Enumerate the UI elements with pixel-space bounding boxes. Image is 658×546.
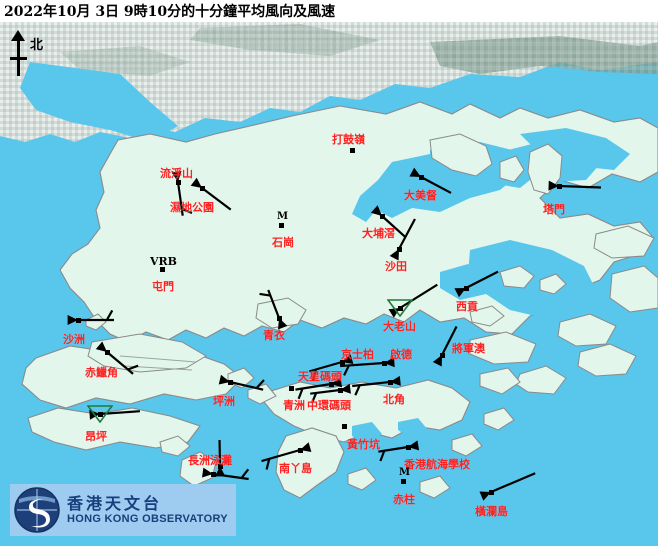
logo-chinese-text: 香港天文台 [67, 493, 163, 513]
station-label: 北角 [383, 393, 405, 406]
station-marker[interactable] [380, 214, 385, 219]
station-label: 長洲泳灘 [188, 454, 232, 467]
station-label: 西貢 [456, 300, 478, 313]
wind-barb [352, 375, 401, 396]
north-label: 北 [30, 38, 44, 53]
station-marker[interactable] [76, 318, 81, 323]
station-label: 京士柏 [341, 348, 374, 361]
station-label: 打鼓嶺 [332, 133, 365, 146]
station-label: 坪洲 [213, 395, 235, 408]
station-label: 香港航海學校 [404, 458, 470, 471]
station-marker[interactable] [440, 353, 445, 358]
station-marker[interactable] [279, 223, 284, 228]
station-label: 天星碼頭 [298, 370, 342, 383]
logo-english-text: HONG KONG OBSERVATORY [67, 512, 228, 525]
wind-barb [310, 383, 351, 404]
station-marker[interactable] [557, 184, 562, 189]
station-marker[interactable] [388, 380, 393, 385]
station-marker[interactable] [218, 464, 223, 469]
station-marker[interactable] [298, 448, 303, 453]
wind-barb [388, 283, 438, 318]
wind-barb [202, 467, 250, 481]
page-title: 2022年10月 3日 9時10分的十分鐘平均風向及風速 [4, 4, 336, 20]
wind-barb [171, 171, 193, 216]
station-label: 南丫島 [279, 462, 312, 475]
station-label: 大埔滘 [362, 227, 395, 240]
station-label: 青衣 [263, 329, 285, 342]
station-marker[interactable] [176, 180, 181, 185]
wind-barb [409, 167, 452, 194]
wind-barb [259, 289, 288, 330]
station-label: 沙田 [385, 260, 407, 273]
wind-barb [190, 177, 232, 211]
station-marker[interactable] [464, 286, 469, 291]
station-marker[interactable] [289, 386, 294, 391]
station-marker[interactable] [382, 361, 387, 366]
hko-emblem-icon [14, 487, 60, 533]
station-label: 昂坪 [85, 430, 107, 443]
wind-barb [95, 341, 139, 375]
station-marker[interactable] [340, 360, 345, 365]
station-flag-m: M [399, 467, 411, 478]
station-label: 塔門 [543, 203, 565, 216]
station-marker[interactable] [489, 490, 494, 495]
station-marker[interactable] [401, 479, 406, 484]
station-marker[interactable] [397, 247, 402, 252]
station-flag-m: M [277, 211, 289, 222]
map-geometry [0, 22, 658, 511]
station-marker[interactable] [406, 445, 411, 450]
station-marker[interactable] [211, 472, 216, 477]
station-marker[interactable] [338, 388, 343, 393]
wind-barb [432, 325, 458, 367]
wind-barb [389, 218, 416, 261]
station-label: 流浮山 [160, 167, 193, 180]
wind-barb [370, 205, 407, 239]
wind-barb [340, 357, 395, 376]
station-label: 青洲 [283, 399, 305, 412]
station-marker[interactable] [98, 412, 103, 417]
station-label: 赤鱲角 [85, 366, 118, 379]
wind-barb [218, 374, 265, 391]
station-label: 赤柱 [393, 493, 415, 506]
hko-logo: 香港天文台 HONG KONG OBSERVATORY [10, 484, 236, 536]
calm-triangle-icon [387, 299, 413, 317]
station-marker[interactable] [200, 186, 205, 191]
station-marker[interactable] [228, 380, 233, 385]
station-marker[interactable] [329, 382, 334, 387]
station-label: 屯門 [152, 280, 174, 293]
map-canvas[interactable]: 打鼓嶺流浮山濕地公園 M 石崗 VRB 屯門 大美督大埔滘沙田 塔門西貢大老山沙洲赤鱲角昂坪… [0, 22, 658, 546]
wind-barb [67, 309, 114, 326]
station-marker[interactable] [342, 424, 347, 429]
wind-barb [378, 440, 420, 462]
station-label: 黃竹坑 [347, 438, 380, 451]
station-label: 大美督 [404, 189, 437, 202]
station-marker[interactable] [277, 316, 282, 321]
station-label: 將軍澳 [452, 342, 485, 355]
wind-barb [295, 377, 343, 400]
station-marker[interactable] [105, 350, 110, 355]
station-marker[interactable] [160, 267, 165, 272]
station-marker[interactable] [398, 306, 403, 311]
station-label: 沙洲 [63, 333, 85, 346]
station-marker[interactable] [419, 175, 424, 180]
station-label: 橫瀾島 [475, 505, 508, 518]
title-bar: 2022年10月 3日 9時10分的十分鐘平均風向及風速 [0, 0, 658, 22]
station-label: 石崗 [272, 236, 294, 249]
station-label: 中環碼頭 [307, 399, 351, 412]
wind-barb [548, 180, 602, 191]
station-marker[interactable] [350, 148, 355, 153]
station-label: 啟德 [390, 348, 412, 361]
wind-barb-layer [67, 167, 602, 501]
wind-barb [454, 270, 499, 298]
station-label: 大老山 [383, 320, 416, 333]
calm-triangle-icon [87, 405, 113, 423]
station-label: 濕地公園 [170, 201, 214, 214]
wind-barb [479, 472, 536, 501]
north-arrow-icon: 北 [6, 30, 50, 80]
station-flag-vrb: VRB [150, 255, 177, 268]
